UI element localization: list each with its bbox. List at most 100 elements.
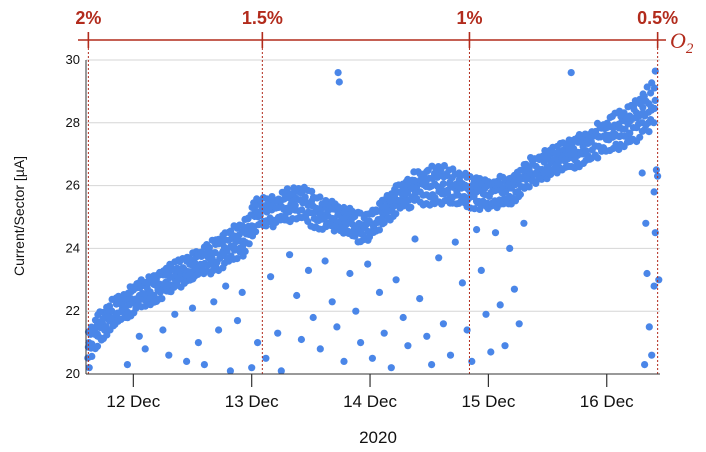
data-point	[439, 180, 447, 188]
data-point	[93, 342, 102, 350]
data-point-outlier	[643, 269, 651, 278]
data-point-outlier	[254, 339, 262, 347]
data-point-outlier	[346, 269, 354, 278]
data-point-outlier	[135, 332, 143, 340]
data-point-outlier	[487, 348, 495, 356]
data-point	[440, 162, 448, 170]
x-axis-title: 2020	[359, 428, 397, 447]
data-point	[241, 247, 249, 255]
data-point	[626, 129, 634, 137]
data-point-outlier	[506, 244, 514, 252]
data-point-outlier	[651, 229, 659, 237]
data-point-outlier	[194, 339, 202, 347]
data-points-outliers	[123, 69, 663, 375]
data-point-outlier	[159, 326, 167, 334]
data-point-outlier	[333, 323, 341, 331]
data-point	[516, 190, 525, 199]
data-point	[205, 243, 213, 252]
data-point-outlier	[501, 342, 509, 350]
o2-axis: 2% 1.5% 1% 0.5%	[75, 8, 678, 48]
data-point-outlier	[262, 354, 270, 362]
data-point-outlier	[642, 219, 650, 227]
data-point	[640, 92, 648, 100]
data-point	[158, 295, 166, 303]
data-point-outlier	[334, 69, 342, 77]
data-point-outlier	[328, 298, 336, 306]
data-point-outlier	[274, 329, 282, 337]
data-point	[639, 103, 647, 112]
data-point-outlier	[458, 279, 466, 287]
data-point	[380, 219, 388, 227]
y-tick-label-22: 22	[66, 303, 80, 318]
data-point-outlier	[165, 351, 173, 359]
data-point-outlier	[200, 361, 208, 369]
data-point-outlier	[309, 313, 317, 322]
data-point-outlier	[404, 342, 412, 350]
o2-axis-label: O2	[670, 28, 694, 57]
data-point-outlier	[463, 326, 471, 334]
data-point-outlier	[321, 257, 329, 265]
data-point	[650, 119, 658, 127]
data-point-outlier	[392, 276, 400, 284]
data-point-outlier	[645, 323, 653, 331]
y-tick-label-28: 28	[66, 115, 80, 130]
data-point-outlier	[655, 276, 663, 284]
data-point	[525, 183, 533, 191]
data-point-outlier	[650, 282, 658, 290]
data-point-outlier	[123, 361, 131, 369]
data-point-outlier	[520, 219, 528, 227]
data-point-outlier	[387, 364, 395, 372]
o2-marker-label-0: 2%	[75, 8, 101, 28]
data-point-outlier	[375, 288, 384, 296]
data-point-outlier	[368, 354, 376, 362]
o2-marker-label-1: 1.5%	[242, 8, 283, 28]
data-point	[88, 352, 96, 360]
data-point-outlier	[650, 188, 658, 196]
data-point-outlier	[277, 367, 285, 375]
data-point-outlier	[638, 169, 646, 177]
data-point-outlier	[446, 351, 455, 359]
data-point-outlier	[226, 367, 234, 375]
o2-marker-label-3: 0.5%	[637, 8, 678, 28]
data-point-outlier	[491, 229, 500, 237]
data-point-outlier	[641, 361, 649, 369]
data-point	[651, 96, 659, 104]
data-point-outlier	[286, 251, 294, 259]
data-point-outlier	[451, 238, 459, 246]
data-point	[636, 133, 644, 141]
data-point	[540, 169, 548, 177]
data-point-outlier	[473, 226, 481, 234]
x-tick-labels: 12 Dec 13 Dec 14 Dec 15 Dec 16 Dec	[106, 374, 634, 411]
data-point-outlier	[210, 298, 218, 306]
data-point	[650, 104, 659, 113]
x-tick-label-13: 13 Dec	[225, 392, 279, 411]
data-point-outlier	[340, 357, 348, 365]
y-tick-label-26: 26	[66, 178, 80, 193]
data-point-outlier	[293, 291, 301, 300]
data-point-outlier	[222, 282, 230, 290]
data-point-outlier	[171, 310, 179, 318]
data-point-outlier	[304, 266, 313, 274]
data-point	[245, 240, 253, 248]
data-point	[375, 226, 383, 234]
y-tick-label-24: 24	[66, 240, 80, 255]
data-point-outlier	[428, 361, 436, 369]
data-point-outlier	[510, 285, 518, 293]
data-point-outlier	[652, 166, 661, 174]
data-point-outlier	[380, 329, 388, 337]
data-point	[650, 84, 659, 92]
data-point-outlier	[482, 310, 490, 318]
data-point-outlier	[316, 345, 324, 353]
data-points-band	[84, 67, 659, 372]
data-point	[301, 193, 309, 201]
data-point-outlier	[416, 295, 424, 303]
x-tick-label-12: 12 Dec	[106, 392, 160, 411]
axes	[85, 60, 660, 375]
data-point	[291, 201, 299, 209]
data-point-outlier	[233, 317, 242, 325]
y-tick-labels: 20 22 24 26 28 30	[66, 52, 80, 381]
x-tick-label-15: 15 Dec	[461, 392, 515, 411]
data-point-outlier	[352, 307, 360, 315]
y-axis-title: Current/Sector [µA]	[11, 156, 27, 276]
